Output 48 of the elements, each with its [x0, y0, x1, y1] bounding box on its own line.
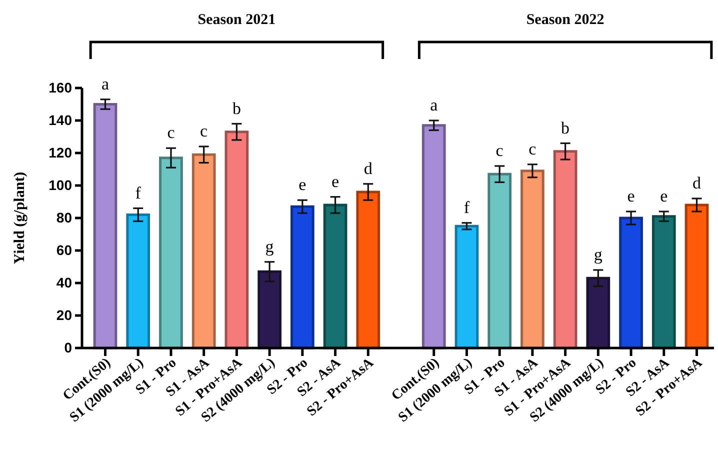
text: Season 2021 [198, 12, 276, 28]
y-tick-label: 160 [48, 79, 72, 96]
data-label: b [561, 118, 570, 138]
data-label: d [364, 158, 373, 178]
data-label: g [594, 245, 603, 264]
bar [488, 172, 512, 350]
y-tick-label: 40 [56, 274, 72, 290]
data-label: c [167, 123, 176, 142]
bar [586, 276, 610, 350]
bar [652, 215, 676, 350]
bar [454, 224, 479, 350]
data-label: e [332, 172, 340, 191]
y-tick-label: 60 [56, 242, 72, 258]
data-label: a [101, 74, 110, 94]
bar [323, 204, 348, 350]
data-label: e [660, 186, 668, 206]
y-tick-label: 100 [48, 176, 72, 193]
data-label: f [135, 183, 142, 202]
data-label: e [627, 186, 635, 206]
bar [422, 124, 446, 350]
y-tick-label: 140 [48, 112, 72, 128]
bar [126, 214, 150, 350]
y-tick-label: 20 [56, 306, 72, 323]
bar [356, 190, 380, 350]
y-tick-label: 0 [64, 339, 72, 356]
y-tick-label: 80 [56, 209, 72, 226]
data-label: c [200, 122, 208, 140]
bar [159, 156, 183, 350]
data-label: c [528, 139, 537, 158]
bar [192, 153, 216, 350]
bar [258, 270, 282, 350]
bar [684, 204, 709, 350]
bar [619, 216, 643, 350]
data-label: d [692, 174, 702, 192]
data-label: c [496, 141, 504, 160]
data-label: a [430, 96, 438, 114]
data-label: g [265, 236, 274, 256]
data-label: f [464, 198, 470, 217]
data-label: b [232, 98, 241, 118]
text: Season 2022 [526, 12, 604, 28]
y-tick-label: 120 [48, 144, 72, 160]
bar [93, 103, 118, 350]
y-axis-title: Yield (g/plant) [12, 172, 28, 264]
bar [553, 150, 578, 350]
bar [520, 170, 544, 350]
bar [224, 130, 249, 350]
data-label: e [298, 175, 306, 194]
bar [290, 205, 314, 350]
